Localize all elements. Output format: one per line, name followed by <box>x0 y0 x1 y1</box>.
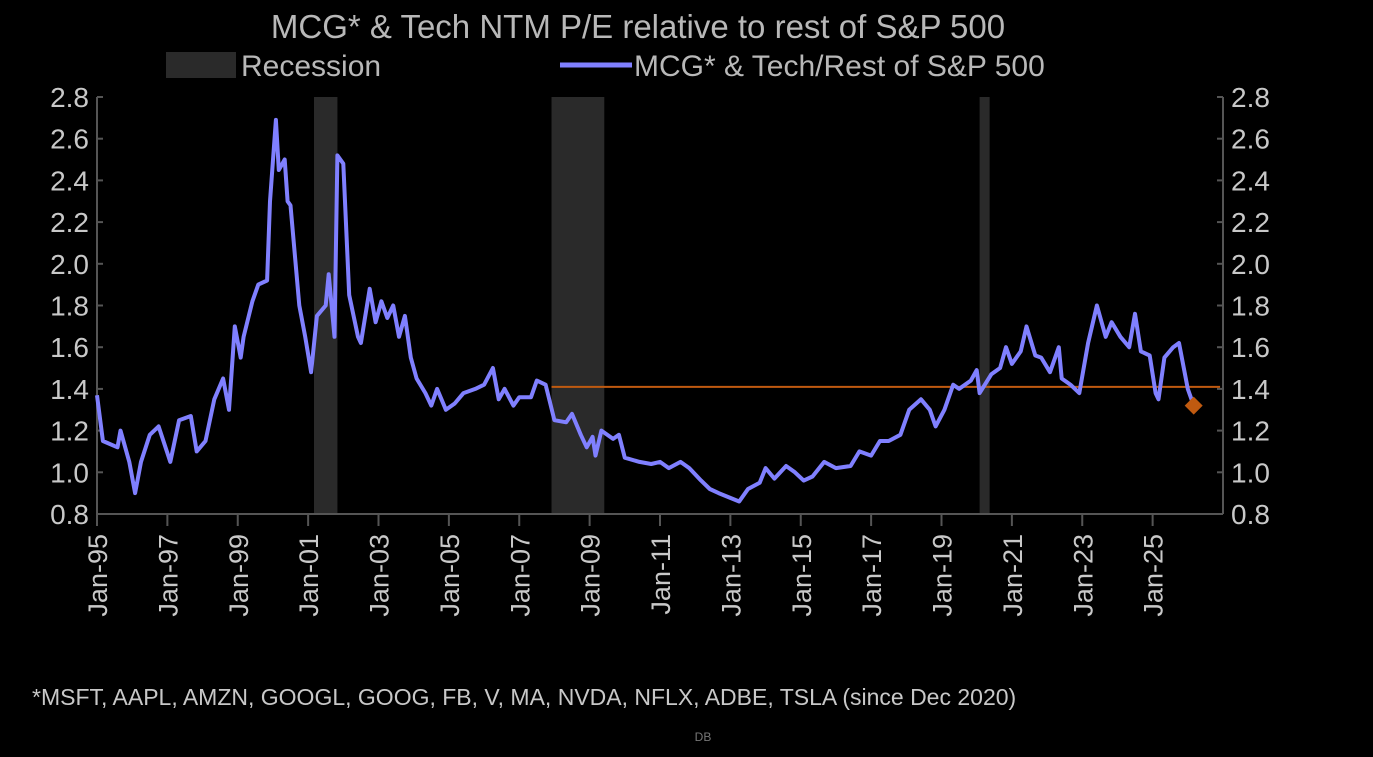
y-tick-label-left: 2.8 <box>50 82 89 113</box>
chart-title: MCG* & Tech NTM P/E relative to rest of … <box>271 8 1005 45</box>
y-tick-label-left: 2.6 <box>50 124 89 155</box>
x-tick-label: Jan-11 <box>646 534 676 615</box>
x-tick-label: Jan-21 <box>998 534 1028 617</box>
series-line <box>95 117 1196 504</box>
x-tick-label: Jan-97 <box>153 534 183 617</box>
legend-recession-swatch <box>166 52 236 78</box>
x-tick-label: Jan-95 <box>83 534 113 617</box>
y-tick-label-right: 2.4 <box>1231 165 1270 196</box>
y-tick-label-left: 2.4 <box>50 165 89 196</box>
y-tick-label-right: 2.6 <box>1231 124 1270 155</box>
y-tick-label-left: 1.2 <box>50 416 89 447</box>
y-tick-label-left: 2.0 <box>50 249 89 280</box>
x-tick-label: Jan-23 <box>1068 534 1098 617</box>
x-tick-label: Jan-13 <box>716 534 746 617</box>
x-tick-label: Jan-05 <box>435 534 465 617</box>
y-tick-label-right: 1.4 <box>1231 374 1270 405</box>
y-tick-label-left: 0.8 <box>50 499 89 530</box>
y-tick-label-left: 1.4 <box>50 374 89 405</box>
legend: Recession MCG* & Tech/Rest of S&P 500 <box>166 50 1045 83</box>
x-tick-label: Jan-17 <box>857 534 887 617</box>
y-tick-label-right: 1.0 <box>1231 457 1270 488</box>
x-tick-label: Jan-09 <box>576 534 606 617</box>
recession-band <box>979 97 990 514</box>
y-tick-label-right: 2.8 <box>1231 82 1270 113</box>
latest-value-marker <box>1184 396 1203 415</box>
x-tick-label: Jan-07 <box>505 534 535 617</box>
x-tick-label: Jan-01 <box>294 534 324 617</box>
x-tick-label: Jan-19 <box>928 534 958 617</box>
footnote: *MSFT, AAPL, AMZN, GOOGL, GOOG, FB, V, M… <box>32 684 1016 710</box>
y-tick-label-left: 1.0 <box>50 457 89 488</box>
x-tick-label: Jan-25 <box>1139 534 1169 617</box>
x-tick-label: Jan-99 <box>224 534 254 617</box>
y-tick-label-right: 2.2 <box>1231 207 1270 238</box>
y-tick-label-right: 2.0 <box>1231 249 1270 280</box>
x-tick-label: Jan-03 <box>365 534 395 617</box>
y-tick-label-right: 1.6 <box>1231 332 1270 363</box>
y-tick-label-right: 1.2 <box>1231 416 1270 447</box>
y-tick-label-right: 0.8 <box>1231 499 1270 530</box>
y-tick-label-left: 1.6 <box>50 332 89 363</box>
source-label: DB <box>695 730 712 744</box>
legend-series-label: MCG* & Tech/Rest of S&P 500 <box>634 50 1045 83</box>
y-tick-label-left: 1.8 <box>50 291 89 322</box>
legend-recession-label: Recession <box>241 50 381 83</box>
x-tick-label: Jan-15 <box>787 534 817 617</box>
y-tick-label-right: 1.8 <box>1231 291 1270 322</box>
y-tick-label-left: 2.2 <box>50 207 89 238</box>
